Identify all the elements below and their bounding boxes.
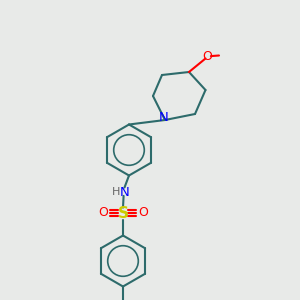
Text: H: H [112,187,121,197]
Text: O: O [202,50,212,63]
Text: N: N [120,185,129,199]
Text: N: N [159,111,168,124]
Text: S: S [118,206,128,220]
Text: O: O [98,206,108,220]
Text: O: O [138,206,148,220]
